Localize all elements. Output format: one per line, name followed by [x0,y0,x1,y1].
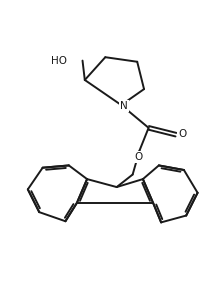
Text: O: O [178,128,186,138]
Text: N: N [120,101,128,111]
Text: HO: HO [51,56,67,66]
Text: O: O [134,152,143,162]
